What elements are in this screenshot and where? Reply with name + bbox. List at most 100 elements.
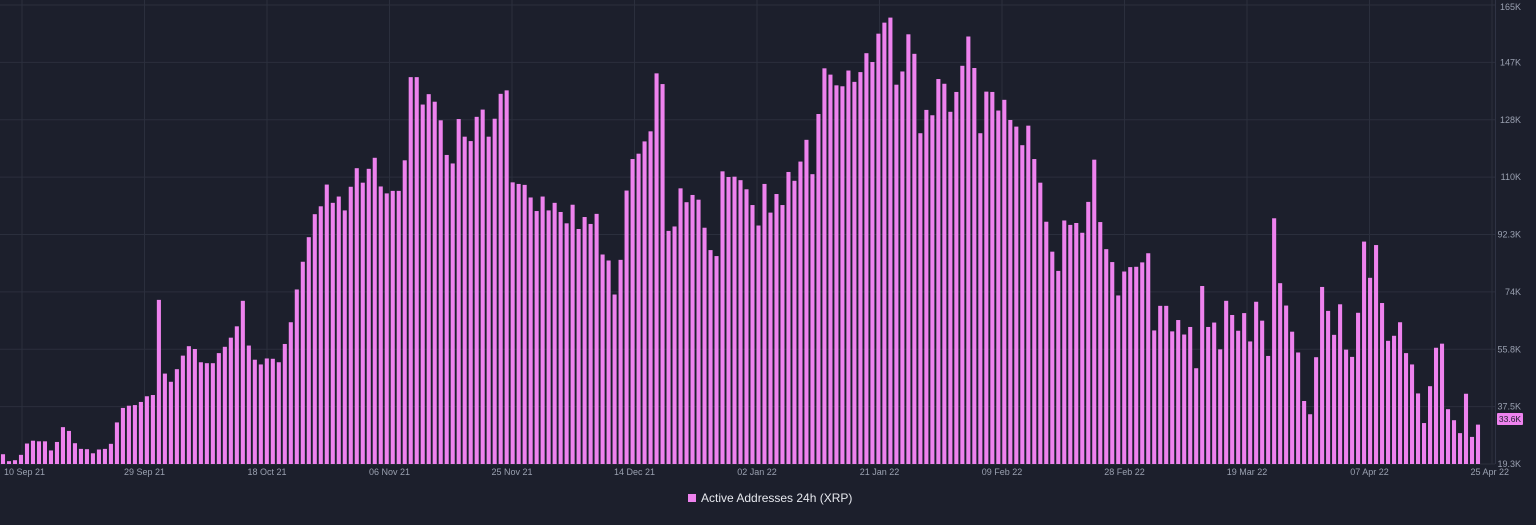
bar[interactable] bbox=[1038, 182, 1043, 464]
bar[interactable] bbox=[360, 182, 365, 464]
bar[interactable] bbox=[1134, 266, 1139, 464]
bar[interactable] bbox=[534, 211, 539, 464]
bar[interactable] bbox=[186, 346, 191, 464]
bar[interactable] bbox=[1062, 220, 1067, 464]
bar[interactable] bbox=[1008, 119, 1013, 465]
bar[interactable] bbox=[150, 395, 155, 464]
bar[interactable] bbox=[456, 119, 461, 464]
bar[interactable] bbox=[1296, 352, 1301, 464]
bar[interactable] bbox=[1068, 224, 1073, 464]
bar[interactable] bbox=[888, 17, 893, 464]
bar[interactable] bbox=[1242, 313, 1247, 464]
bar[interactable] bbox=[510, 182, 515, 465]
bar[interactable] bbox=[708, 250, 713, 464]
bar[interactable] bbox=[1002, 99, 1007, 464]
bar[interactable] bbox=[828, 74, 833, 465]
bar[interactable] bbox=[480, 109, 485, 464]
bar[interactable] bbox=[174, 369, 179, 464]
bar[interactable] bbox=[6, 461, 12, 464]
bar[interactable] bbox=[168, 381, 173, 464]
bar[interactable] bbox=[486, 136, 491, 464]
bar[interactable] bbox=[240, 300, 245, 464]
bar[interactable] bbox=[120, 407, 125, 464]
bar[interactable] bbox=[1236, 330, 1241, 464]
bar[interactable] bbox=[42, 441, 48, 464]
bar[interactable] bbox=[780, 205, 785, 465]
bar[interactable] bbox=[30, 440, 36, 464]
bar[interactable] bbox=[498, 93, 503, 464]
bar[interactable] bbox=[864, 53, 869, 464]
bar[interactable] bbox=[1050, 251, 1055, 464]
bar[interactable] bbox=[978, 133, 983, 464]
bar[interactable] bbox=[882, 22, 887, 464]
bar[interactable] bbox=[1404, 353, 1409, 464]
bar[interactable] bbox=[1320, 286, 1325, 464]
bar[interactable] bbox=[1158, 305, 1163, 464]
bar[interactable] bbox=[420, 104, 425, 465]
bar[interactable] bbox=[786, 171, 791, 464]
bar[interactable] bbox=[66, 430, 71, 464]
bar[interactable] bbox=[1026, 125, 1031, 464]
bar[interactable] bbox=[1248, 341, 1253, 464]
bar[interactable] bbox=[924, 109, 929, 464]
bar[interactable] bbox=[132, 405, 137, 464]
bar[interactable] bbox=[1080, 232, 1085, 464]
bar[interactable] bbox=[870, 62, 875, 465]
bar[interactable] bbox=[1218, 349, 1223, 464]
bar[interactable] bbox=[138, 401, 143, 464]
bar[interactable] bbox=[258, 364, 263, 464]
bar[interactable] bbox=[552, 202, 557, 464]
bar[interactable] bbox=[936, 79, 941, 464]
bar[interactable] bbox=[270, 358, 275, 464]
bar[interactable] bbox=[1433, 347, 1439, 464]
bar[interactable] bbox=[156, 299, 161, 464]
bar[interactable] bbox=[324, 184, 329, 464]
bar[interactable] bbox=[666, 230, 671, 464]
bar[interactable] bbox=[48, 450, 54, 464]
bar[interactable] bbox=[1451, 420, 1457, 464]
bar[interactable] bbox=[1380, 303, 1385, 464]
bar[interactable] bbox=[972, 68, 977, 464]
bar[interactable] bbox=[618, 259, 623, 464]
bar[interactable] bbox=[1074, 223, 1079, 464]
bar[interactable] bbox=[252, 359, 257, 464]
legend[interactable]: Active Addresses 24h (XRP) bbox=[688, 491, 852, 505]
bar[interactable] bbox=[1224, 300, 1229, 464]
bar[interactable] bbox=[738, 180, 743, 464]
bar[interactable] bbox=[330, 202, 335, 464]
bar[interactable] bbox=[558, 211, 563, 464]
bar[interactable] bbox=[720, 171, 725, 464]
bar[interactable] bbox=[1374, 245, 1379, 464]
bar[interactable] bbox=[1410, 364, 1415, 464]
bar[interactable] bbox=[858, 72, 863, 464]
bar[interactable] bbox=[1332, 334, 1337, 464]
bar[interactable] bbox=[1445, 409, 1451, 464]
bar[interactable] bbox=[576, 228, 581, 464]
bar[interactable] bbox=[1416, 393, 1421, 464]
bar[interactable] bbox=[276, 362, 281, 464]
bar[interactable] bbox=[774, 194, 779, 464]
bar[interactable] bbox=[588, 223, 593, 464]
bar[interactable] bbox=[1469, 436, 1475, 464]
bar[interactable] bbox=[906, 34, 911, 465]
bar[interactable] bbox=[1170, 331, 1175, 464]
bar[interactable] bbox=[60, 427, 65, 464]
bar[interactable] bbox=[1356, 312, 1361, 464]
bar[interactable] bbox=[900, 71, 905, 464]
bar[interactable] bbox=[600, 254, 605, 465]
bar[interactable] bbox=[1128, 267, 1133, 464]
bar[interactable] bbox=[528, 197, 533, 465]
bar[interactable] bbox=[366, 168, 371, 464]
bar[interactable] bbox=[714, 256, 719, 464]
bar[interactable] bbox=[84, 449, 89, 464]
bar[interactable] bbox=[18, 454, 24, 464]
bar[interactable] bbox=[396, 190, 401, 464]
bar[interactable] bbox=[990, 91, 995, 464]
bar[interactable] bbox=[984, 91, 989, 464]
bar[interactable] bbox=[684, 202, 689, 464]
bar[interactable] bbox=[654, 73, 659, 465]
bar[interactable] bbox=[726, 177, 731, 464]
bar[interactable] bbox=[504, 90, 509, 465]
bar[interactable] bbox=[1260, 320, 1265, 464]
bar[interactable] bbox=[1314, 357, 1319, 464]
